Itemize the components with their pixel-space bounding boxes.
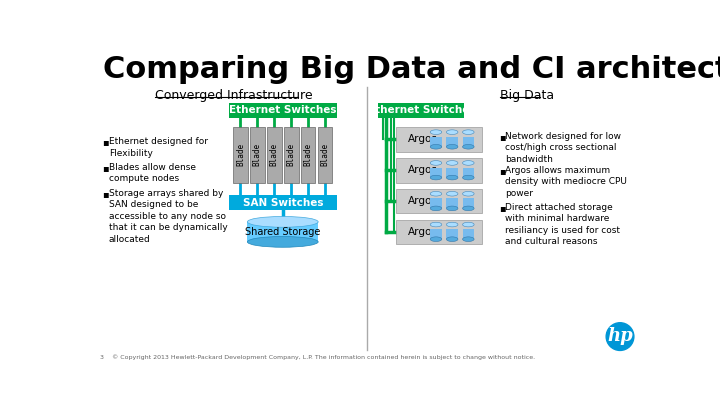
Text: Big Data: Big Data [500, 89, 554, 102]
Ellipse shape [248, 216, 318, 227]
Ellipse shape [446, 222, 458, 227]
FancyBboxPatch shape [462, 198, 474, 209]
FancyBboxPatch shape [446, 229, 458, 239]
FancyBboxPatch shape [229, 195, 337, 210]
Text: ▪: ▪ [499, 132, 505, 142]
Text: Argos: Argos [408, 196, 438, 206]
Text: SAN Switches: SAN Switches [243, 198, 323, 208]
Ellipse shape [431, 145, 442, 149]
Text: Ethernet Switches: Ethernet Switches [368, 105, 475, 115]
FancyBboxPatch shape [462, 137, 474, 147]
FancyBboxPatch shape [462, 229, 474, 239]
Ellipse shape [446, 175, 458, 180]
FancyBboxPatch shape [248, 222, 318, 242]
FancyBboxPatch shape [462, 168, 474, 177]
Ellipse shape [462, 206, 474, 211]
Text: hp: hp [607, 327, 633, 345]
Text: Shared Storage: Shared Storage [245, 227, 320, 237]
Ellipse shape [431, 175, 442, 180]
Text: Blade: Blade [270, 143, 279, 166]
Ellipse shape [446, 237, 458, 241]
Ellipse shape [431, 222, 442, 227]
Ellipse shape [462, 145, 474, 149]
Ellipse shape [462, 175, 474, 180]
FancyBboxPatch shape [396, 127, 482, 152]
Text: Argos allows maximum
density with mediocre CPU
power: Argos allows maximum density with medioc… [505, 166, 627, 198]
FancyBboxPatch shape [446, 168, 458, 177]
FancyBboxPatch shape [318, 127, 333, 183]
FancyBboxPatch shape [431, 198, 442, 209]
Text: Ethernet designed for
Flexibility: Ethernet designed for Flexibility [109, 137, 208, 158]
Ellipse shape [462, 237, 474, 241]
Text: ▪: ▪ [102, 189, 109, 199]
Text: Argos: Argos [408, 134, 438, 145]
Text: Blades allow dense
compute nodes: Blades allow dense compute nodes [109, 162, 196, 183]
Ellipse shape [431, 161, 442, 165]
FancyBboxPatch shape [396, 220, 482, 244]
Text: Blade: Blade [320, 143, 330, 166]
Text: ▪: ▪ [499, 202, 505, 213]
Text: 3    © Copyright 2013 Hewlett-Packard Development Company, L.P. The information : 3 © Copyright 2013 Hewlett-Packard Devel… [99, 354, 535, 360]
Ellipse shape [431, 206, 442, 211]
Ellipse shape [431, 192, 442, 196]
Text: ▪: ▪ [102, 162, 109, 173]
FancyBboxPatch shape [229, 102, 337, 118]
Text: Comparing Big Data and CI architectures: Comparing Big Data and CI architectures [104, 55, 720, 84]
FancyBboxPatch shape [431, 229, 442, 239]
FancyBboxPatch shape [267, 127, 282, 183]
FancyBboxPatch shape [431, 168, 442, 177]
Ellipse shape [446, 145, 458, 149]
Ellipse shape [446, 161, 458, 165]
FancyBboxPatch shape [301, 127, 315, 183]
Text: Converged Infrastructure: Converged Infrastructure [155, 89, 312, 102]
FancyBboxPatch shape [250, 127, 265, 183]
Text: Ethernet Switches: Ethernet Switches [229, 105, 336, 115]
Text: Argos: Argos [408, 165, 438, 175]
FancyBboxPatch shape [396, 189, 482, 213]
Ellipse shape [431, 130, 442, 134]
Ellipse shape [431, 237, 442, 241]
Text: Blade: Blade [253, 143, 262, 166]
Text: Argos: Argos [408, 227, 438, 237]
Ellipse shape [462, 161, 474, 165]
Ellipse shape [446, 130, 458, 134]
FancyBboxPatch shape [446, 198, 458, 209]
FancyBboxPatch shape [284, 127, 299, 183]
Text: Blade: Blade [236, 143, 245, 166]
Ellipse shape [462, 130, 474, 134]
Text: Blade: Blade [304, 143, 312, 166]
Text: Direct attached storage
with minimal hardware
resiliancy is used for cost
and cu: Direct attached storage with minimal har… [505, 202, 621, 246]
FancyBboxPatch shape [233, 127, 248, 183]
FancyBboxPatch shape [396, 158, 482, 183]
Text: Storage arrays shared by
SAN designed to be
accessible to any node so
that it ca: Storage arrays shared by SAN designed to… [109, 189, 228, 243]
Ellipse shape [446, 206, 458, 211]
Ellipse shape [462, 192, 474, 196]
Ellipse shape [462, 222, 474, 227]
Text: ▪: ▪ [499, 166, 505, 176]
Ellipse shape [446, 192, 458, 196]
FancyBboxPatch shape [431, 137, 442, 147]
Ellipse shape [248, 237, 318, 247]
FancyBboxPatch shape [378, 102, 464, 118]
FancyBboxPatch shape [446, 137, 458, 147]
Circle shape [606, 323, 634, 350]
Text: Blade: Blade [287, 143, 296, 166]
Text: Network designed for low
cost/high cross sectional
bandwidth: Network designed for low cost/high cross… [505, 132, 621, 164]
Text: ▪: ▪ [102, 137, 109, 147]
